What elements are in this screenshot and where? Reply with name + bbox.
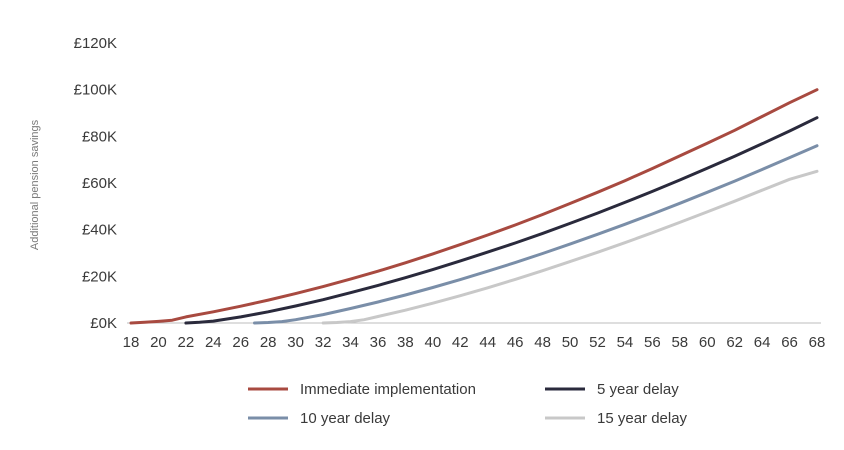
y-tick-label: £40K [82,222,117,239]
legend-item: 10 year delay [248,410,391,427]
y-tick-label: £20K [82,268,117,285]
series-line-4 [321,169,819,325]
x-tick-label: 58 [671,334,688,351]
y-tick-label: £0K [90,315,117,332]
x-tick-label: 20 [150,334,167,351]
x-tick-label: 38 [397,334,414,351]
series-line-3 [253,144,819,325]
x-tick-label: 60 [699,334,716,351]
x-tick-label: 28 [260,334,277,351]
x-tick-label: 32 [315,334,332,351]
y-tick-label: £100K [74,82,117,99]
x-tick-label: 22 [178,334,195,351]
x-tick-label: 68 [809,334,826,351]
x-tick-label: 48 [534,334,551,351]
y-axis-label: Additional pension savings [29,119,41,250]
x-tick-label: 44 [479,334,496,351]
legend-item: 15 year delay [545,410,688,427]
y-tick-label: £120K [74,35,117,52]
legend-label: Immediate implementation [300,381,476,398]
y-tick-label: £60K [82,175,117,192]
x-tick-label: 50 [562,334,579,351]
x-tick-label: 34 [342,334,359,351]
series-lines [129,88,819,325]
series-line-1 [129,88,819,325]
legend-label: 15 year delay [597,410,688,427]
legend: Immediate implementation 5 year delay 10 y… [248,381,688,427]
legend-label: 5 year delay [597,381,679,398]
x-tick-label: 26 [232,334,249,351]
x-tick-label: 46 [507,334,524,351]
x-tick-label: 62 [726,334,743,351]
x-tick-label: 40 [424,334,441,351]
x-tick-label: 56 [644,334,661,351]
y-tick-label: £80K [82,128,117,145]
legend-item: 5 year delay [545,381,679,398]
x-tick-label: 64 [754,334,771,351]
x-tick-label: 42 [452,334,469,351]
legend-label: 10 year delay [300,410,391,427]
legend-item: Immediate implementation [248,381,476,398]
y-axis-ticks: £0K £20K £40K £60K £80K £100K £120K [74,35,117,332]
x-tick-label: 54 [617,334,634,351]
x-tick-label: 66 [781,334,798,351]
x-tick-label: 18 [123,334,140,351]
x-axis-ticks: 18 20 22 24 26 28 30 32 34 36 38 40 42 44 46 48 50 52 54 56… [123,334,826,351]
x-tick-label: 36 [370,334,387,351]
x-tick-label: 52 [589,334,606,351]
x-tick-label: 24 [205,334,222,351]
series-line-2 [184,116,819,325]
x-tick-label: 30 [287,334,304,351]
